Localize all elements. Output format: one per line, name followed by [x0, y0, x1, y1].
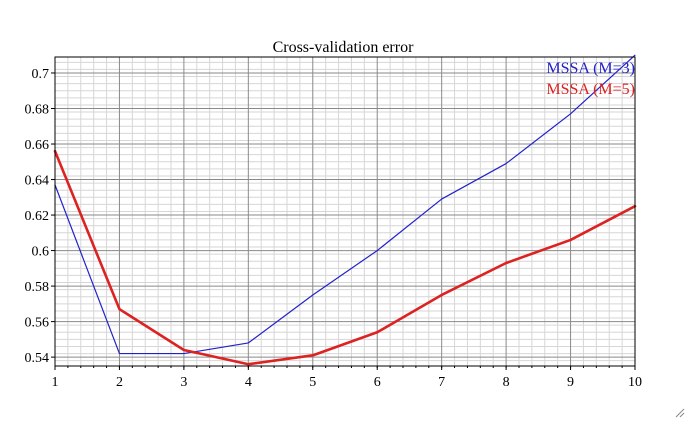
x-tick-label: 7 [438, 375, 445, 390]
y-tick-label: 0.6 [32, 245, 50, 260]
x-tick-label: 4 [245, 375, 252, 390]
y-tick-label: 0.56 [25, 316, 50, 331]
y-tick-label: 0.62 [25, 209, 50, 224]
legend-entry-1: MSSA (M=3) [546, 60, 635, 77]
x-tick-label: 6 [374, 375, 381, 390]
y-tick-label: 0.58 [25, 280, 50, 295]
x-tick-label: 9 [567, 375, 574, 390]
y-tick-label: 0.66 [25, 138, 50, 153]
series-layer [53, 54, 637, 366]
series-line-2 [53, 149, 637, 366]
y-tick-label: 0.64 [25, 174, 50, 189]
resize-grip-icon [675, 408, 685, 418]
chart-title: Cross-validation error [273, 39, 415, 56]
legend: MSSA (M=3) MSSA (M=5) [546, 60, 635, 98]
x-tick-label: 5 [309, 375, 316, 390]
plot-frame [54, 56, 636, 367]
y-tick-label: 0.54 [25, 351, 50, 366]
x-tick-label: 1 [52, 375, 59, 390]
x-tick-label: 2 [116, 375, 123, 390]
x-tick-label: 3 [180, 375, 187, 390]
x-tick-label: 8 [503, 375, 510, 390]
y-axis: 0.54 0.56 0.58 0.6 0.62 0.64 0.66 0.68 0.7 [25, 67, 55, 366]
major-grid [54, 57, 636, 366]
legend-entry-2: MSSA (M=5) [546, 81, 635, 98]
x-axis: 1 2 3 4 5 6 7 8 9 10 [52, 366, 642, 390]
x-tick-label: 10 [628, 375, 642, 390]
series-line-1 [54, 54, 636, 355]
y-tick-label: 0.68 [25, 103, 50, 118]
y-tick-label: 0.7 [32, 67, 50, 82]
